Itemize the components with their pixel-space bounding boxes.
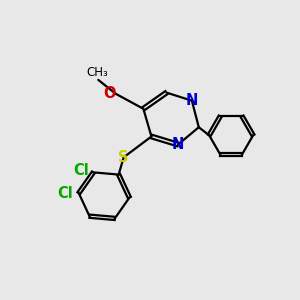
Text: O: O — [103, 86, 116, 101]
Text: N: N — [172, 137, 184, 152]
Text: CH₃: CH₃ — [86, 67, 108, 80]
Text: Cl: Cl — [74, 163, 89, 178]
Text: Cl: Cl — [58, 186, 73, 201]
Text: N: N — [186, 93, 198, 108]
Text: S: S — [118, 150, 129, 165]
